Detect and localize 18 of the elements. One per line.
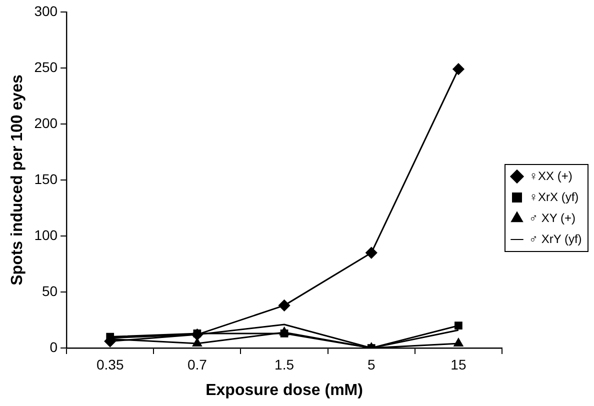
y-tick-label: 50 xyxy=(42,282,58,299)
y-tick-label: 100 xyxy=(34,226,58,243)
y-axis-title: Spots induced per 100 eyes xyxy=(9,74,26,286)
legend-label: ♀XX (+) xyxy=(529,168,572,183)
x-tick-label: 5 xyxy=(367,356,376,372)
y-tick-label: 150 xyxy=(34,170,58,187)
x-tick-label: 0.35 xyxy=(96,356,124,372)
y-tick-label: 200 xyxy=(34,114,58,131)
legend-label: ♂ XrY (yf) xyxy=(529,232,582,246)
x-tick-label: 1.5 xyxy=(274,356,294,372)
legend-label: ♀XrX (yf) xyxy=(529,190,579,204)
y-tick-label: 300 xyxy=(34,2,58,19)
x-tick-label: 15 xyxy=(450,356,466,372)
legend-label: ♂ XY (+) xyxy=(529,210,576,225)
y-tick-label: 250 xyxy=(34,58,58,75)
y-tick-label: 0 xyxy=(50,338,58,355)
x-tick-label: 0.7 xyxy=(187,356,208,372)
x-axis-title: Exposure dose (mM) xyxy=(206,382,363,399)
